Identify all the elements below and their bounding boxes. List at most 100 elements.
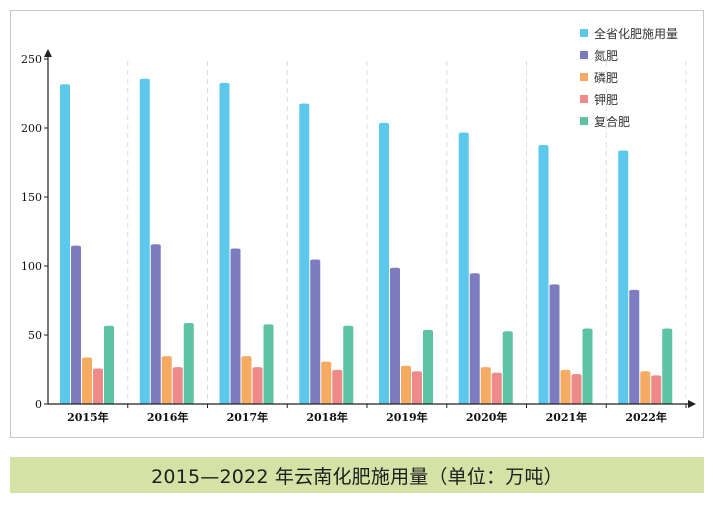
bar — [618, 151, 629, 404]
bar — [60, 85, 70, 404]
bar — [321, 362, 332, 404]
bar-cap — [71, 245, 81, 249]
bar — [150, 245, 161, 404]
x-tick-label: 2017年 — [227, 410, 269, 424]
bar — [71, 246, 81, 404]
legend-label: 钾肥 — [594, 93, 618, 107]
bar — [582, 329, 593, 404]
bar-cap — [469, 273, 480, 277]
bar — [219, 83, 230, 404]
bar-cap — [230, 248, 241, 252]
bar-cap — [491, 372, 502, 376]
bar-cap — [640, 371, 651, 375]
bar-cap — [390, 267, 400, 271]
bar — [491, 373, 502, 404]
chart-frame: 2015年 2016年 2017年 2018年 2019年 2020年 2021年 2022年… — [10, 10, 704, 438]
bar — [252, 368, 263, 404]
bar-cap — [662, 328, 673, 332]
bar-cap — [139, 78, 150, 82]
bar-cap — [332, 369, 343, 373]
bar — [662, 329, 673, 404]
bar — [549, 285, 560, 404]
y-tick-label: 50 — [28, 329, 42, 342]
bar-cap — [379, 122, 389, 126]
x-tick-label: 2016年 — [147, 410, 189, 424]
x-tick-label: 2020年 — [466, 410, 508, 424]
bar-cap — [582, 328, 593, 332]
bar — [332, 370, 343, 404]
x-axis-arrow — [688, 400, 696, 408]
bar — [343, 326, 354, 404]
x-tick-label: 2018年 — [306, 410, 348, 424]
legend-swatch — [580, 51, 588, 59]
bar — [538, 145, 549, 404]
x-tick-label: 2022年 — [625, 410, 667, 424]
bar — [651, 376, 662, 404]
bar — [104, 326, 114, 404]
bar-cap — [241, 356, 252, 360]
legend-swatch — [580, 95, 588, 103]
legend-swatch — [580, 117, 588, 125]
bar — [412, 372, 422, 404]
bar-cap — [502, 331, 513, 335]
bar — [401, 366, 411, 404]
bar-cap — [480, 367, 491, 371]
bar-cap — [321, 361, 332, 365]
x-tick-label: 2019年 — [386, 410, 428, 424]
bar-cap — [629, 289, 640, 293]
bar-cap — [343, 325, 354, 329]
bar-cap — [172, 367, 183, 371]
bar-cap — [82, 357, 92, 361]
bar-cap — [299, 103, 310, 107]
bar-cap — [618, 150, 629, 154]
bar — [480, 368, 491, 404]
bar-cap — [423, 329, 433, 333]
x-tick-label: 2021年 — [546, 410, 588, 424]
bar — [172, 368, 183, 404]
bar — [230, 249, 241, 404]
bar — [241, 357, 252, 404]
bar-cap — [401, 365, 411, 369]
bar-cap — [458, 132, 469, 136]
caption-bar: 2015—2022 年云南化肥施用量（单位：万吨） — [10, 457, 704, 493]
bar-cap — [538, 144, 549, 148]
bar-cap — [104, 325, 114, 329]
legend-label: 全省化肥施用量 — [594, 26, 678, 41]
bar — [310, 260, 321, 404]
bar-cap — [560, 369, 571, 373]
y-tick-label: 100 — [21, 260, 42, 273]
bar-cap — [549, 284, 560, 288]
axes: 2015年 2016年 2017年 2018年 2019年 2020年 2021年 2022年… — [21, 49, 696, 424]
x-tick-label: 2015年 — [67, 410, 109, 424]
bar-chart: 2015年 2016年 2017年 2018年 2019年 2020年 2021年 2022年… — [21, 26, 696, 424]
y-axis-arrow — [44, 49, 52, 57]
bar — [458, 133, 469, 404]
y-tick-label: 200 — [21, 122, 42, 135]
bar-cap — [252, 367, 263, 371]
bar — [299, 104, 310, 404]
y-tick-label: 250 — [21, 53, 42, 66]
bar — [640, 372, 651, 404]
legend-label: 磷肥 — [594, 70, 618, 85]
bar-cap — [93, 368, 103, 372]
bar-cap — [161, 356, 172, 360]
chart-caption: 2015—2022 年云南化肥施用量（单位：万吨） — [151, 465, 563, 488]
bar-cap — [183, 322, 194, 326]
bar — [183, 323, 194, 404]
legend-label: 复合肥 — [594, 114, 630, 129]
bar — [571, 375, 582, 404]
grid-lines — [127, 61, 687, 404]
bar — [161, 357, 172, 404]
bar-cap — [571, 374, 582, 378]
bar — [629, 290, 640, 404]
bar — [469, 274, 480, 404]
bar — [560, 370, 571, 404]
bar-cap — [60, 84, 70, 88]
bar — [139, 79, 150, 404]
bar — [390, 268, 400, 404]
bar-cap — [310, 259, 321, 263]
y-tick-label: 0 — [35, 398, 42, 411]
legend-label: 氮肥 — [594, 48, 618, 63]
bar-cap — [263, 324, 274, 328]
